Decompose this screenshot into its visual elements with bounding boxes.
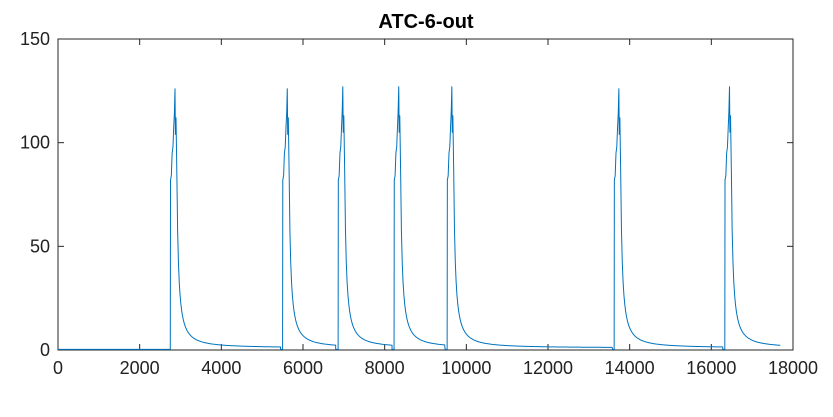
- x-tick-label: 18000: [768, 358, 818, 378]
- y-tick-label: 150: [20, 29, 50, 49]
- x-tick-label: 14000: [605, 358, 655, 378]
- x-tick-label: 6000: [283, 358, 323, 378]
- x-tick-label: 10000: [441, 358, 491, 378]
- y-tick-label: 50: [30, 236, 50, 256]
- y-tick-label: 100: [20, 133, 50, 153]
- x-tick-label: 0: [53, 358, 63, 378]
- x-tick-label: 8000: [365, 358, 405, 378]
- y-tick-label: 0: [40, 340, 50, 360]
- x-tick-label: 2000: [120, 358, 160, 378]
- x-axis: 0 2000 4000 6000 8000 10000 12000 14000 16000 180…: [53, 39, 818, 378]
- y-axis: 0 50 100 150: [20, 29, 793, 360]
- plot-frame: [57, 38, 794, 351]
- series-group: [58, 86, 781, 350]
- plot-area: [57, 38, 794, 351]
- x-tick-label: 12000: [523, 358, 573, 378]
- x-tick-label: 16000: [686, 358, 736, 378]
- chart-title: ATC-6-out: [378, 11, 473, 33]
- series-line: [58, 86, 781, 350]
- x-tick-label: 4000: [201, 358, 241, 378]
